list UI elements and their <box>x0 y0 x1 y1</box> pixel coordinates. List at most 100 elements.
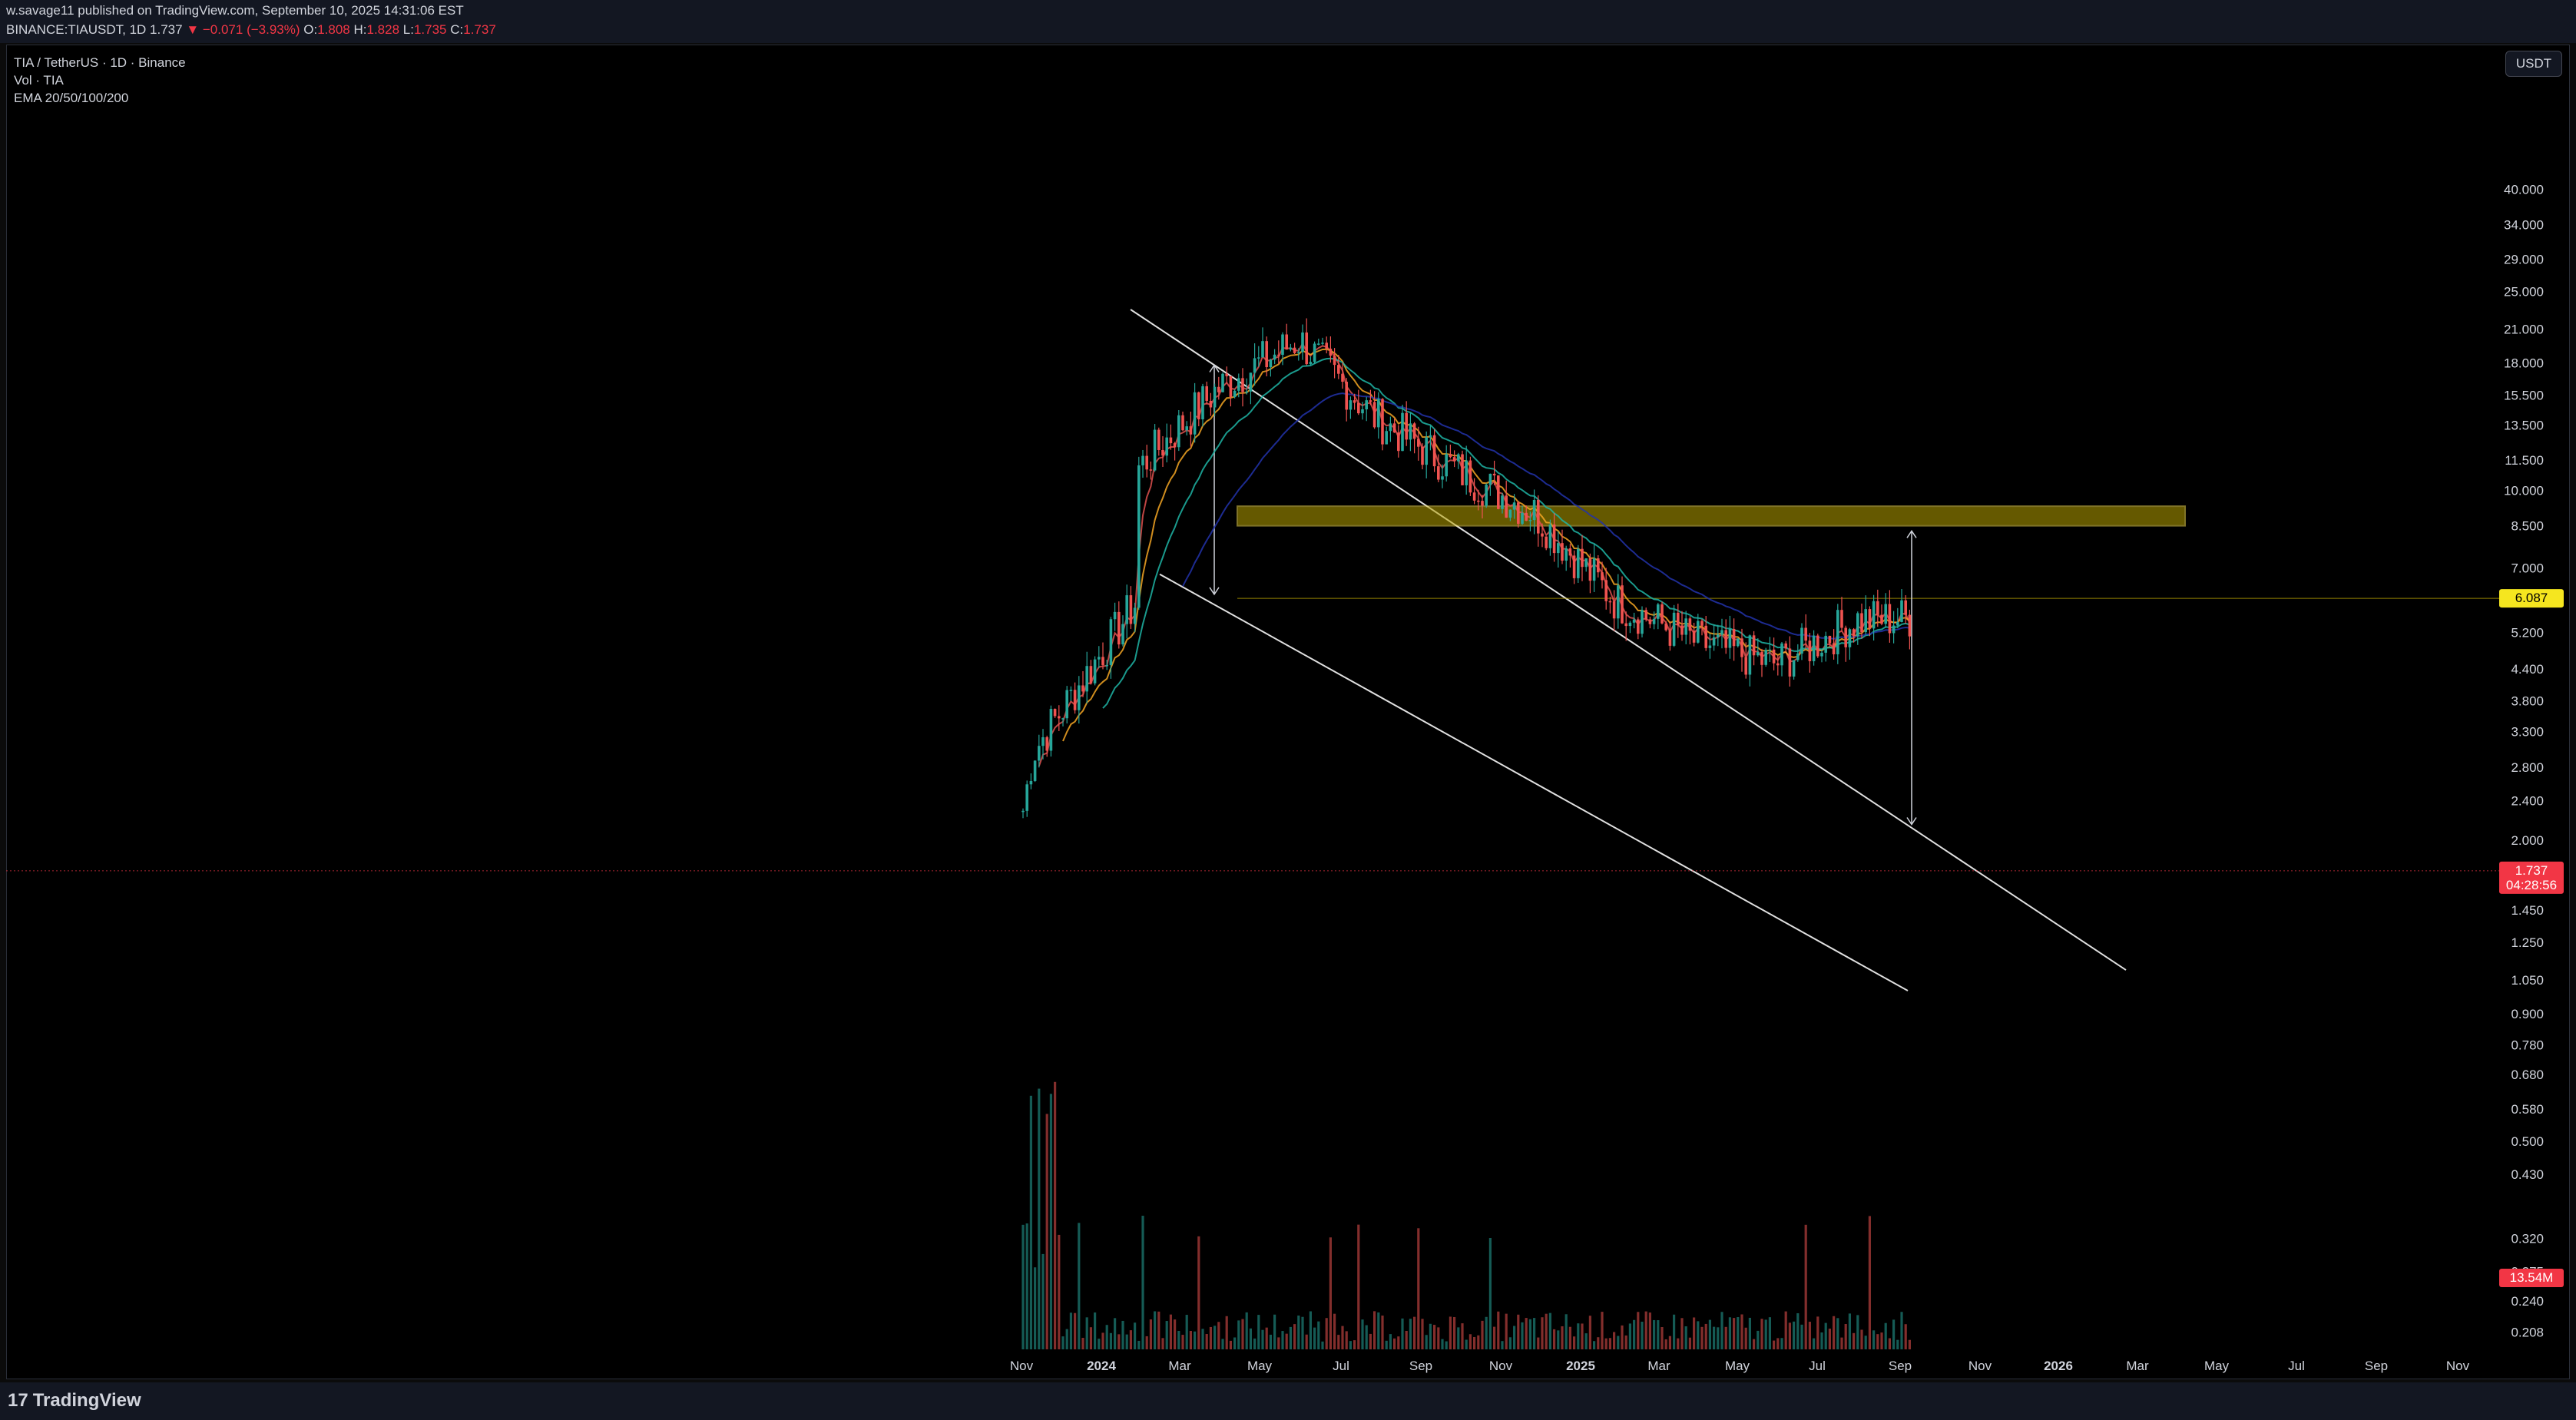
candle-body <box>1313 343 1316 362</box>
volume-bar <box>1497 1311 1500 1349</box>
volume-bar <box>1628 1323 1631 1349</box>
currency-unit-button[interactable]: USDT <box>2505 51 2562 77</box>
candle-body <box>1485 485 1488 506</box>
candle-body <box>1425 437 1428 465</box>
candle-body <box>1828 635 1832 644</box>
volume-bar <box>1856 1315 1859 1349</box>
candle-body <box>1868 609 1872 629</box>
ema-layer <box>1038 342 1911 767</box>
volume-bar <box>1369 1333 1372 1349</box>
volume-bar <box>1737 1317 1740 1349</box>
candle-body <box>1253 358 1257 373</box>
volume-bar <box>1129 1330 1132 1349</box>
candle-body <box>1405 412 1408 440</box>
candle-body <box>1417 439 1420 447</box>
candle-body <box>1481 501 1484 506</box>
volume-bar <box>1165 1321 1168 1349</box>
volume-bar <box>1365 1325 1368 1349</box>
volume-bar <box>1660 1327 1664 1349</box>
volume-bar <box>1094 1312 1097 1349</box>
candle-body <box>1073 690 1077 710</box>
candle-body <box>1648 619 1652 624</box>
candle-body <box>1468 460 1472 493</box>
candle-body <box>1385 431 1388 445</box>
candle-body <box>1397 432 1400 452</box>
time-tick-label: Sep <box>1409 1359 1432 1373</box>
ohlc-line: BINANCE:TIAUSDT, 1D 1.737 ▼ −0.071 (−3.9… <box>6 22 496 38</box>
candle-body <box>1628 622 1632 627</box>
volume-bar <box>1305 1334 1308 1349</box>
volume-bar <box>1121 1320 1124 1349</box>
volume-bar <box>1468 1334 1472 1349</box>
volume-bar <box>1505 1313 1508 1349</box>
candle-body <box>1058 716 1061 719</box>
time-tick-label: 2026 <box>2044 1359 2073 1373</box>
chart-pane[interactable] <box>6 45 2570 1379</box>
candle-body <box>1213 386 1217 408</box>
volume-bar <box>1241 1319 1244 1349</box>
price-tick-label: 0.680 <box>2511 1067 2544 1082</box>
candle-body <box>1197 392 1200 419</box>
volume-bar <box>1528 1319 1531 1349</box>
candle-body <box>1065 690 1068 719</box>
volume-bar <box>1389 1334 1392 1349</box>
volume-bar <box>1860 1329 1863 1349</box>
volume-bar <box>1876 1334 1879 1349</box>
volume-bar <box>1488 1237 1492 1349</box>
volume-bar <box>1548 1312 1551 1349</box>
candle-body <box>1021 810 1025 813</box>
volume-bar <box>1465 1339 1468 1349</box>
volume-bar <box>1461 1323 1464 1349</box>
low-label: L: <box>402 22 414 37</box>
candle-body <box>1265 341 1268 368</box>
channel-upper-line <box>1130 309 2127 971</box>
candle-body <box>1412 423 1416 439</box>
volume-bar <box>1677 1338 1680 1349</box>
volume-bar <box>1301 1316 1304 1349</box>
legend-volume: Vol · TIA <box>14 73 64 88</box>
candle-body <box>1249 372 1253 392</box>
volume-bar <box>1137 1340 1141 1349</box>
volume-bar <box>1381 1316 1384 1349</box>
candle-body <box>1744 657 1747 675</box>
candle-body <box>1644 610 1647 620</box>
volume-bar <box>1577 1323 1580 1349</box>
candle-body <box>1612 601 1616 619</box>
tradingview-brand[interactable]: 17 TradingView <box>8 1390 141 1412</box>
candle-body <box>1561 543 1564 561</box>
candle-body <box>1289 347 1293 350</box>
volume-bar <box>1868 1216 1871 1349</box>
volume-bar <box>1453 1316 1456 1349</box>
candle-body <box>1624 623 1627 627</box>
volume-bar <box>1593 1341 1596 1349</box>
candle-body <box>1824 635 1827 653</box>
candle-body <box>1904 600 1907 615</box>
close-label: C: <box>450 22 464 37</box>
candle-body <box>1452 457 1456 462</box>
candle-body <box>1281 334 1284 356</box>
candle-body <box>1041 736 1045 746</box>
volume-bar <box>1693 1317 1696 1349</box>
candle-body <box>1788 648 1792 677</box>
volume-bar <box>1034 1267 1037 1349</box>
legend-ema: EMA 20/50/100/200 <box>14 91 129 105</box>
candle-body <box>1680 625 1684 635</box>
candle-body <box>1437 466 1440 480</box>
volume-bar <box>1069 1312 1072 1349</box>
candle-body <box>1557 543 1560 554</box>
volume-bar <box>1673 1314 1676 1349</box>
price-tick-label: 13.500 <box>2504 419 2544 433</box>
volume-bar <box>1688 1337 1691 1349</box>
volume-bar <box>1409 1319 1412 1349</box>
candle-body <box>1153 429 1157 471</box>
price-tick-label: 15.500 <box>2504 389 2544 403</box>
candle-body <box>1820 652 1823 657</box>
time-tick-label: 2024 <box>1087 1359 1116 1373</box>
candle-body <box>1089 666 1093 684</box>
volume-bar <box>1733 1318 1736 1349</box>
candle-body <box>1049 709 1053 751</box>
volume-bar <box>1353 1340 1356 1349</box>
volume-bar <box>1804 1224 1807 1349</box>
volume-bar <box>1125 1334 1128 1349</box>
